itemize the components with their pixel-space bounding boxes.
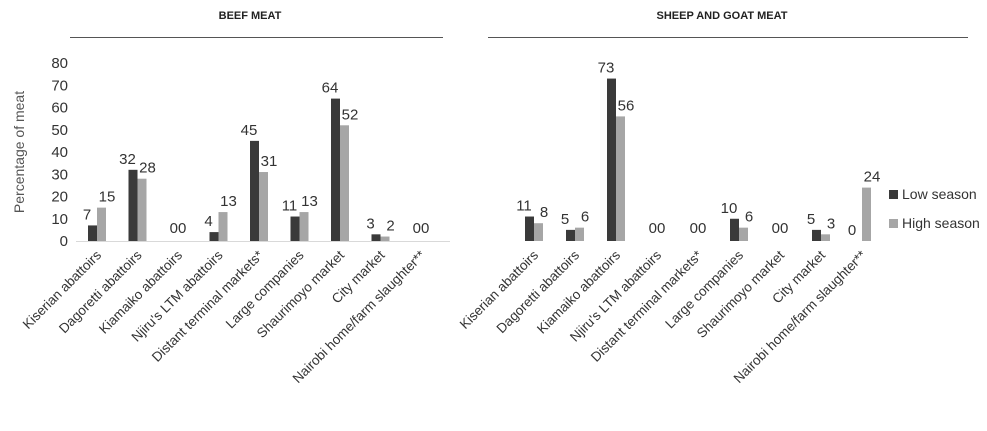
data-label-low: 32	[119, 151, 136, 168]
data-label-high: 28	[139, 160, 156, 177]
high-season-bar	[380, 236, 390, 241]
data-label-low: 5	[807, 211, 815, 228]
data-label-low: 10	[721, 200, 738, 217]
panel-titles: BEEF MEAT SHEEP AND GOAT MEAT	[70, 10, 968, 38]
y-tick-label: 20	[51, 189, 68, 206]
y-axis: 0 10 20 30 40 50 60 70 80	[51, 55, 450, 250]
high-season-bar	[862, 187, 871, 241]
low-season-bar	[128, 169, 138, 241]
data-label-low: 64	[322, 80, 339, 97]
low-season-bar	[331, 98, 340, 241]
y-tick-label: 30	[51, 166, 68, 183]
data-label-high: 13	[220, 193, 237, 210]
high-season-bar	[534, 223, 543, 241]
legend-label: Low season	[902, 186, 977, 202]
data-label-high: 31	[261, 153, 278, 170]
high-season-bar	[137, 178, 147, 241]
low-season-bar	[88, 225, 97, 241]
data-label-high: 52	[342, 106, 359, 123]
y-tick-label: 80	[51, 55, 68, 72]
low-season-bar	[525, 216, 534, 241]
data-label-high: 24	[864, 169, 881, 186]
data-label: 00	[772, 220, 789, 237]
high-season-bar	[259, 172, 268, 241]
low-season-bar	[250, 140, 259, 241]
y-tick-label: 40	[51, 144, 68, 161]
y-tick-label: 0	[60, 233, 68, 250]
data-label-high: 13	[301, 193, 318, 210]
low-season-bar	[290, 216, 300, 241]
legend-swatch-high	[889, 219, 898, 228]
high-season-bar	[340, 125, 349, 241]
legend-swatch-low	[889, 190, 898, 199]
panel-title: SHEEP AND GOAT MEAT	[657, 10, 788, 22]
bars	[88, 78, 871, 241]
legend: Low season High season	[889, 186, 980, 231]
y-tick-label: 50	[51, 122, 68, 139]
data-label-low: 0	[848, 222, 856, 239]
data-label-high: 56	[618, 97, 635, 114]
y-tick-label: 60	[51, 100, 68, 117]
data-label: 00	[690, 220, 707, 237]
high-season-bar	[218, 212, 228, 241]
data-label: 00	[170, 220, 187, 237]
data-label-low: 45	[241, 122, 258, 139]
y-axis-label: Percentage of meat	[11, 91, 27, 213]
low-season-bar	[566, 229, 575, 241]
high-season-bar	[821, 234, 830, 241]
low-season-bar	[730, 218, 739, 241]
data-label-low: 7	[83, 206, 91, 223]
panel-title: BEEF MEAT	[219, 10, 282, 22]
high-season-bar	[739, 227, 748, 241]
low-season-bar	[607, 78, 616, 241]
data-label-high: 15	[99, 189, 116, 206]
data-label-low: 11	[516, 198, 532, 215]
low-season-bar	[812, 229, 821, 241]
data-label-high: 8	[540, 204, 548, 221]
high-season-bar	[575, 227, 584, 241]
data-label-low: 73	[598, 60, 615, 77]
low-season-bar	[371, 234, 381, 241]
high-season-bar	[299, 212, 309, 241]
data-label-low: 11	[282, 198, 298, 215]
legend-label: High season	[902, 215, 980, 231]
low-season-bar	[209, 232, 219, 241]
data-label-high: 6	[581, 209, 589, 226]
high-season-bar	[616, 116, 625, 241]
data-label-low: 4	[204, 213, 212, 230]
data-label: 00	[649, 220, 666, 237]
data-label: 00	[413, 220, 430, 237]
data-label-high: 3	[827, 215, 835, 232]
high-season-bar	[97, 207, 106, 241]
y-tick-label: 70	[51, 77, 68, 94]
data-label-high: 6	[745, 209, 753, 226]
data-label-low: 3	[366, 215, 374, 232]
data-label-low: 5	[561, 211, 569, 228]
data-label-high: 2	[386, 218, 394, 235]
y-tick-label: 10	[51, 211, 68, 228]
